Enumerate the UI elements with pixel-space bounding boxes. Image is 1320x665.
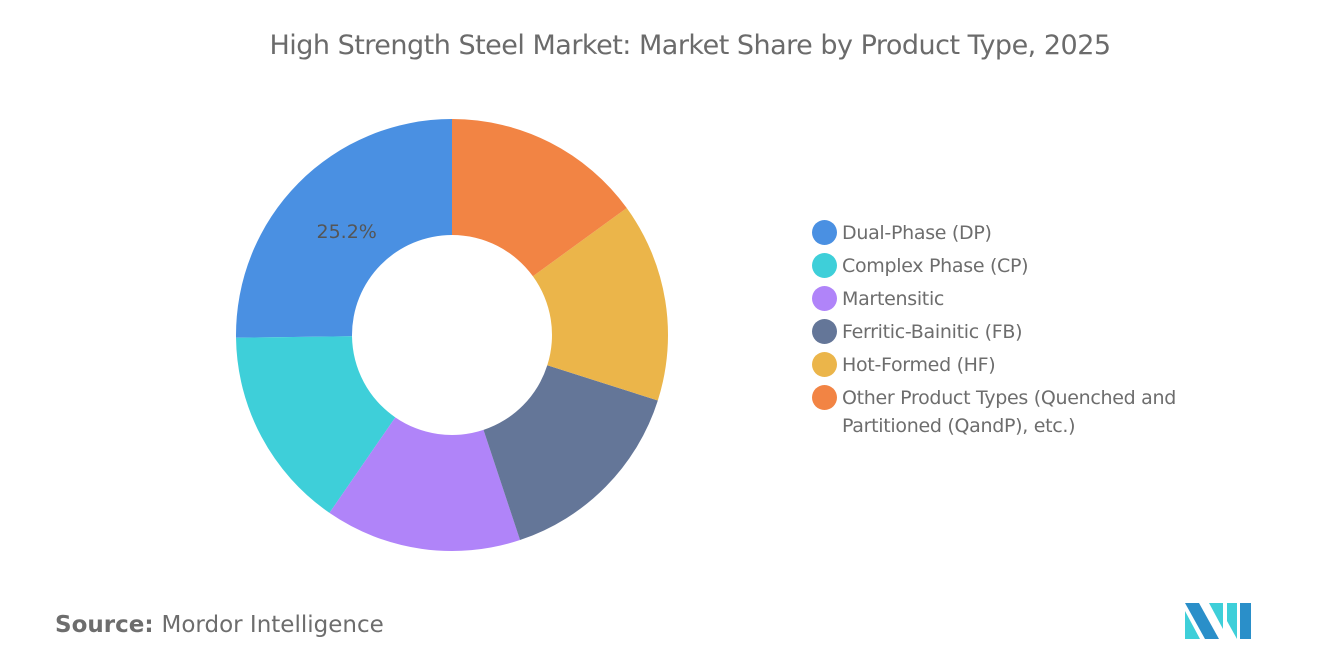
source-note: Source: Mordor Intelligence <box>55 612 384 638</box>
legend-label: Martensitic <box>842 288 945 310</box>
legend-label: Hot-Formed (HF) <box>842 354 996 376</box>
legend-swatch <box>812 286 837 311</box>
legend-label: Ferritic-Bainitic (FB) <box>842 321 1023 343</box>
slice-1 <box>236 336 396 513</box>
slice-4 <box>532 208 669 401</box>
legend-swatch <box>812 220 837 245</box>
legend-item: Ferritic-Bainitic (FB) <box>812 318 1242 346</box>
legend-item: Dual-Phase (DP) <box>812 219 1242 247</box>
legend-item: Martensitic <box>812 285 1242 313</box>
slice-2 <box>329 417 521 551</box>
legend-swatch <box>812 319 837 344</box>
legend-swatch <box>812 352 837 377</box>
source-value: Mordor Intelligence <box>161 612 384 638</box>
data-label: 25.2% <box>317 221 377 243</box>
legend-item: Complex Phase (CP) <box>812 252 1242 280</box>
legend-swatch <box>812 253 837 278</box>
legend-swatch <box>812 385 837 410</box>
chart-title: High Strength Steel Market: Market Share… <box>269 30 1111 61</box>
slice-5 <box>452 119 627 277</box>
donut-chart: 25.2% <box>236 119 669 551</box>
legend-item: Other Product Types (Quenched and Partit… <box>812 384 1242 440</box>
legend-item: Hot-Formed (HF) <box>812 351 1242 379</box>
legend-label: Complex Phase (CP) <box>842 255 1029 277</box>
mordor-intelligence-logo <box>1185 603 1251 639</box>
legend-label: Other Product Types (Quenched and Partit… <box>842 387 1177 437</box>
source-label: Source: <box>55 612 154 638</box>
legend: Dual-Phase (DP) Complex Phase (CP) Martens… <box>812 219 1242 445</box>
slice-0 <box>236 119 452 338</box>
legend-label: Dual-Phase (DP) <box>842 222 992 244</box>
slice-3 <box>483 365 658 541</box>
